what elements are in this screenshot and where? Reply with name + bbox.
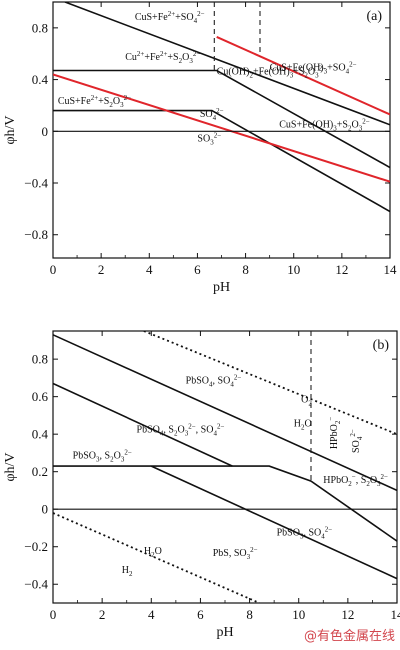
x-tick-label: 0 (50, 607, 57, 622)
series-line-4 (216, 35, 390, 116)
x-tick-label: 2 (98, 262, 105, 277)
x-tick-label: 4 (148, 607, 155, 622)
series-line-5 (53, 73, 390, 183)
panel-b-y-axis-label: φh/V (3, 452, 18, 481)
panel-b-label: (b) (373, 338, 390, 353)
y-tick-label: −0.2 (24, 539, 48, 554)
region-label: Cu2++Fe2++S2O32− (125, 50, 200, 65)
region-label: O2 (301, 394, 312, 407)
series-line-1 (64, 2, 390, 126)
series-line-5 (150, 465, 397, 580)
panel-b-region-labels: PbSO4, SO42− PbSO4, S2O32−, SO42− PbSO3, S… (73, 374, 388, 578)
region-label: CuS+Fe2++S2O32− (58, 94, 131, 109)
panel-a-y-axis-label: φh/V (3, 115, 18, 144)
region-label: SO42− (200, 107, 224, 122)
region-label: H2O (294, 419, 312, 432)
y-tick-label: 0 (42, 124, 49, 139)
series-line-2 (53, 69, 390, 169)
region-label: PbSO4, S2O32−, SO42− (137, 422, 225, 437)
panel-a-chart: 0 2 4 6 8 10 12 14 −0.8 −0.4 0 0.4 0.8 CuS+Fe2++SO42… (3, 1, 397, 295)
region-label: CuS+Fe2++SO42− (135, 10, 205, 25)
watermark: @有色金属在线 (304, 628, 395, 644)
region-label: Cu(OH)2+Fe(OH)3+S2O32− (217, 64, 326, 79)
y-tick-label: 0.6 (32, 389, 49, 404)
series-line-2 (53, 334, 397, 492)
panel-b-chart: 0 2 4 6 8 10 12 14 −0.4 −0.2 0 0.2 0.4 0.6 0.8 PbSO4, … (3, 330, 400, 640)
x-tick-label: 6 (197, 607, 204, 622)
region-label: CuS+Fe(OH)3+S2O32− (279, 117, 369, 132)
series-line-4 (53, 465, 397, 542)
x-tick-label: 14 (384, 262, 398, 277)
y-tick-label: −0.8 (24, 227, 48, 242)
y-tick-label: 0.8 (32, 352, 48, 367)
region-label: CuS+Fe(OH)3+SO42− (270, 61, 357, 76)
region-label: PbSO4, SO42− (186, 374, 242, 389)
y-tick-label: 0 (42, 502, 49, 517)
x-tick-label: 10 (292, 607, 305, 622)
region-label: HPbO2−, S2O32− (323, 473, 388, 488)
region-label: PbSO3, S2O32− (73, 449, 132, 464)
x-tick-label: 4 (146, 262, 153, 277)
y-tick-label: 0.4 (32, 427, 49, 442)
y-tick-label: 0.8 (32, 20, 48, 35)
x-tick-label: 8 (242, 262, 249, 277)
y-tick-label: 0.2 (32, 464, 48, 479)
x-tick-label: 2 (99, 607, 106, 622)
y-tick-label: −0.4 (24, 577, 48, 592)
x-tick-label: 8 (246, 607, 253, 622)
panel-b-x-axis-label: pH (216, 625, 233, 640)
x-tick-label: 10 (287, 262, 300, 277)
series-line-3 (53, 382, 233, 467)
region-label-vertical: SO42− (349, 429, 364, 453)
series-line-1 (143, 331, 397, 436)
region-label-vertical: HPbO2− (327, 417, 342, 450)
x-tick-label: 0 (50, 262, 57, 277)
series-line-3 (53, 109, 390, 213)
region-label: PbS, SO32− (213, 546, 258, 561)
region-label: H2 (122, 565, 133, 578)
y-tick-label: 0.4 (32, 72, 49, 87)
region-label: H2O (144, 546, 162, 559)
x-tick-label: 6 (194, 262, 201, 277)
region-label: PbSO3, SO42− (277, 525, 333, 540)
y-tick-label: −0.4 (24, 176, 48, 191)
panel-a-label: (a) (366, 9, 382, 24)
x-tick-label: 12 (341, 607, 354, 622)
x-tick-label: 14 (391, 607, 400, 622)
panel-b-ticks: 0 2 4 6 8 10 12 14 −0.4 −0.2 0 0.2 0.4 0.6 0.8 (24, 331, 400, 622)
region-label: SO32− (197, 132, 221, 147)
panel-a-region-labels: CuS+Fe2++SO42− Cu2++Fe2++S2O32− CuS+Fe2++S… (58, 10, 370, 147)
x-tick-label: 12 (335, 262, 348, 277)
panel-a-x-axis-label: pH (213, 280, 230, 295)
panel-a-marks (53, 2, 390, 213)
panel-a-ticks: 0 2 4 6 8 10 12 14 −0.8 −0.4 0 0.4 0.8 (24, 2, 397, 277)
panel-b-marks (53, 331, 397, 603)
